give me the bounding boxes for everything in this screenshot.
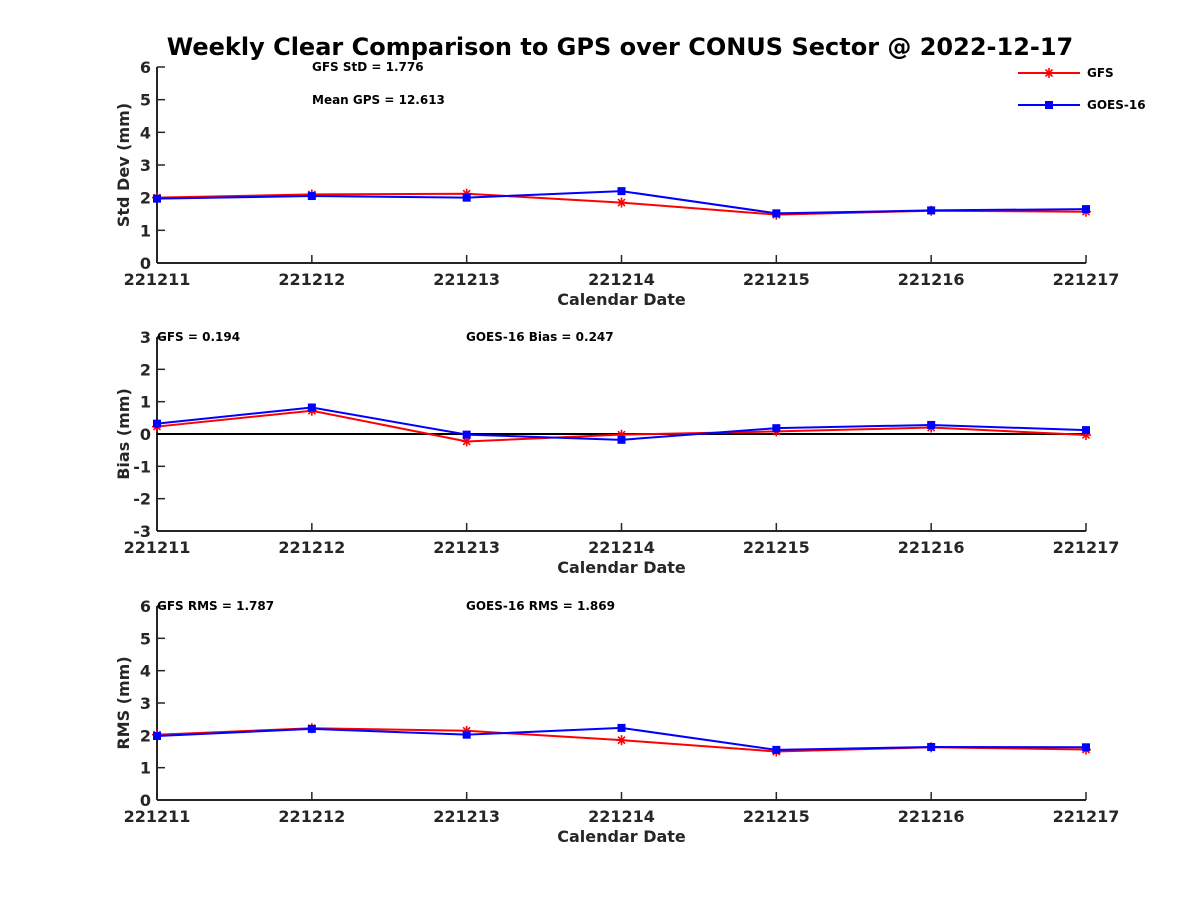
x-tick-label: 221216 (898, 807, 965, 826)
data-point-goes-16 (927, 420, 936, 429)
data-point-goes-16 (462, 193, 471, 202)
y-axis-label: Bias (mm) (114, 388, 133, 480)
x-axis-label: Calendar Date (557, 558, 686, 577)
y-tick-label: 3 (140, 694, 151, 713)
x-axis-label: Calendar Date (557, 827, 686, 846)
stat-annotation: GFS = 0.194 (157, 330, 240, 344)
y-tick-label: -2 (133, 490, 151, 509)
x-tick-label: 221211 (124, 270, 191, 289)
x-tick-label: 221212 (278, 807, 345, 826)
legend-label: GOES-16 (1087, 98, 1146, 112)
x-tick-label: 221215 (743, 270, 810, 289)
panel-3: 0 1 2 3 4 5 6 221211 221212 221213 221214 221215 221… (114, 597, 1119, 846)
x-tick-label: 221217 (1053, 807, 1120, 826)
x-tick-label: 221214 (588, 538, 655, 557)
y-tick-label: 5 (140, 629, 151, 648)
y-tick-label: 2 (140, 726, 151, 745)
data-point-goes-16 (153, 194, 161, 203)
y-tick-label: -1 (133, 457, 151, 476)
data-point-goes-16 (772, 745, 781, 754)
stat-annotation: GFS RMS = 1.787 (157, 599, 274, 613)
y-tick-label: 3 (140, 328, 151, 347)
data-point-goes-16 (462, 730, 471, 739)
data-point-goes-16 (772, 209, 781, 218)
y-tick-label: 1 (140, 393, 151, 412)
panel-1: 0 1 2 3 4 5 6 221211 221212 221213 221214 221215 221… (114, 58, 1119, 309)
x-tick-label: 221214 (588, 807, 655, 826)
y-tick-label: 4 (140, 662, 151, 681)
legend-marker-gfs (1044, 68, 1054, 78)
x-tick-label: 221211 (124, 538, 191, 557)
y-tick-label: 1 (140, 221, 151, 240)
data-point-goes-16 (617, 187, 626, 196)
data-point-goes-16 (617, 723, 626, 732)
y-tick-label: 1 (140, 759, 151, 778)
data-point-gfs (616, 197, 627, 208)
x-axis-label: Calendar Date (557, 290, 686, 309)
stat-annotation: Mean GPS = 12.613 (312, 93, 445, 107)
x-tick-label: 221213 (433, 538, 500, 557)
data-point-goes-16 (153, 419, 161, 428)
x-tick-label: 221215 (743, 538, 810, 557)
data-point-goes-16 (307, 724, 316, 733)
y-tick-label: 6 (140, 597, 151, 616)
data-point-goes-16 (462, 430, 471, 439)
x-tick-label: 221214 (588, 270, 655, 289)
data-point-goes-16 (1082, 743, 1090, 752)
y-tick-label: 2 (140, 189, 151, 208)
x-tick-label: 221216 (898, 270, 965, 289)
stat-annotation: GOES-16 Bias = 0.247 (466, 330, 614, 344)
data-point-goes-16 (307, 192, 316, 201)
legend: GFS GOES-16 (1018, 66, 1146, 112)
data-point-goes-16 (927, 206, 936, 215)
y-tick-label: 0 (140, 791, 151, 810)
x-tick-label: 221215 (743, 807, 810, 826)
data-point-goes-16 (617, 435, 626, 444)
x-tick-label: 221213 (433, 270, 500, 289)
x-tick-label: 221212 (278, 538, 345, 557)
y-tick-label: 3 (140, 156, 151, 175)
stat-annotation: GOES-16 RMS = 1.869 (466, 599, 615, 613)
data-point-goes-16 (927, 742, 936, 751)
data-point-goes-16 (1082, 205, 1090, 214)
legend-marker-goes-16 (1045, 101, 1053, 109)
chart-title: Weekly Clear Comparison to GPS over CONU… (167, 33, 1074, 61)
y-tick-label: 4 (140, 123, 151, 142)
data-point-goes-16 (307, 403, 316, 412)
x-tick-label: 221216 (898, 538, 965, 557)
data-point-goes-16 (772, 424, 781, 433)
x-tick-label: 221213 (433, 807, 500, 826)
y-axis-label: RMS (mm) (114, 656, 133, 749)
x-tick-label: 221217 (1053, 538, 1120, 557)
data-point-gfs (616, 735, 627, 746)
x-tick-label: 221211 (124, 807, 191, 826)
x-tick-label: 221217 (1053, 270, 1120, 289)
data-point-goes-16 (153, 731, 161, 740)
y-tick-label: 0 (140, 254, 151, 273)
y-axis-label: Std Dev (mm) (114, 103, 133, 227)
legend-label: GFS (1087, 66, 1114, 80)
y-tick-label: -3 (133, 522, 151, 541)
stat-annotation: GFS StD = 1.776 (312, 60, 424, 74)
data-point-goes-16 (1082, 426, 1090, 435)
x-tick-label: 221212 (278, 270, 345, 289)
y-tick-label: 2 (140, 360, 151, 379)
panel-2: -3 -2 -1 0 1 2 3 221211 221212 221213 221214 221215… (114, 328, 1119, 577)
y-tick-label: 6 (140, 58, 151, 77)
y-tick-label: 5 (140, 91, 151, 110)
y-tick-label: 0 (140, 425, 151, 444)
